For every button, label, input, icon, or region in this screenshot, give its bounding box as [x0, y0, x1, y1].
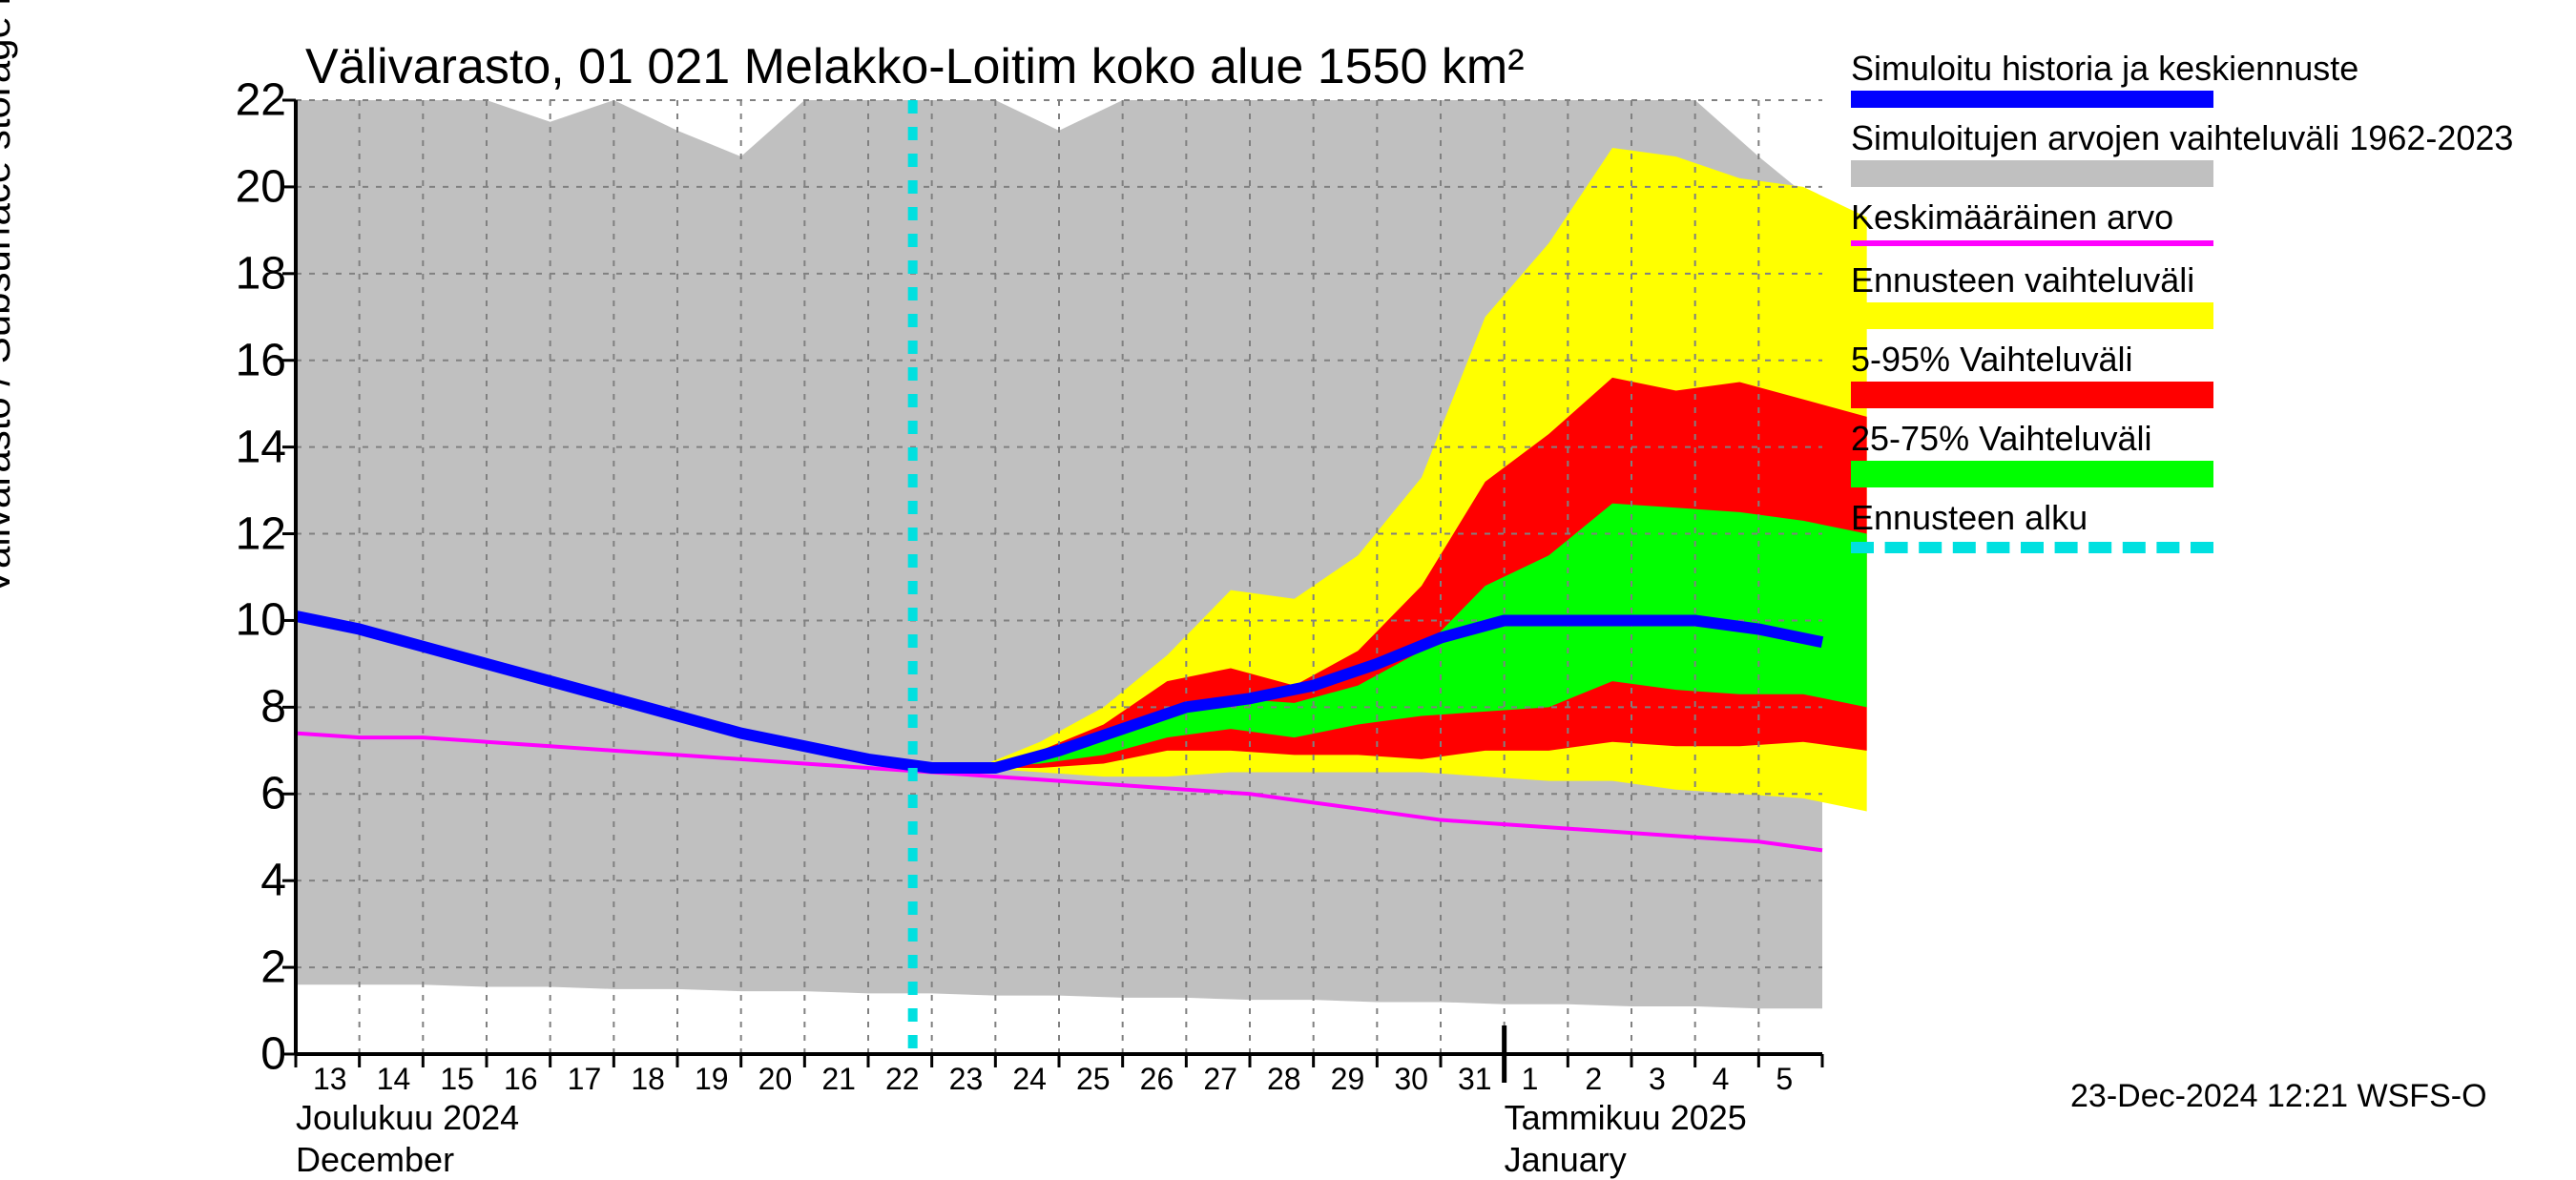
x-tick-label: 2 — [1585, 1062, 1602, 1097]
y-tick-label: 8 — [260, 681, 286, 734]
x-tick-label: 28 — [1267, 1062, 1301, 1097]
legend-text: Keskimääräinen arvo — [1851, 197, 2557, 238]
legend-swatch — [1851, 382, 2213, 408]
legend-item: Simuloitujen arvojen vaihteluväli 1962-2… — [1851, 117, 2557, 187]
legend-text: 25-75% Vaihteluväli — [1851, 418, 2557, 459]
x-tick-label: 3 — [1649, 1062, 1666, 1097]
y-tick-label: 20 — [236, 160, 286, 213]
legend-text: Ennusteen alku — [1851, 497, 2557, 538]
legend-item: 25-75% Vaihteluväli — [1851, 418, 2557, 487]
x-tick-label: 29 — [1331, 1062, 1365, 1097]
x-tick-label: 20 — [758, 1062, 793, 1097]
legend-swatch — [1851, 160, 2213, 187]
x-tick-label: 5 — [1776, 1062, 1793, 1097]
chart-title: Välivarasto, 01 021 Melakko-Loitim koko … — [305, 38, 1525, 95]
y-tick-label: 12 — [236, 507, 286, 560]
legend: Simuloitu historia ja keskiennuste Simulo… — [1851, 48, 2557, 574]
y-axis-label: Välivarasto / Subsurface storage mm — [0, 0, 19, 595]
plot-svg — [296, 100, 1822, 1054]
legend-text: 5-95% Vaihteluväli — [1851, 339, 2557, 380]
legend-item: 5-95% Vaihteluväli — [1851, 339, 2557, 408]
x-tick-label: 4 — [1713, 1062, 1730, 1097]
legend-swatch — [1851, 461, 2213, 487]
legend-swatch — [1851, 542, 2213, 565]
y-tick-label: 6 — [260, 768, 286, 820]
x-month-label-top: Joulukuu 2024 — [296, 1098, 519, 1138]
y-tick-label: 22 — [236, 74, 286, 127]
x-tick-label: 22 — [885, 1062, 920, 1097]
legend-swatch — [1851, 240, 2213, 246]
x-tick-label: 23 — [949, 1062, 984, 1097]
footer-timestamp: 23-Dec-2024 12:21 WSFS-O — [2070, 1078, 2487, 1115]
y-tick-label: 10 — [236, 594, 286, 647]
x-tick-label: 13 — [313, 1062, 347, 1097]
y-tick-label: 18 — [236, 247, 286, 300]
x-month-label-bottom: January — [1505, 1140, 1627, 1180]
x-tick-label: 19 — [695, 1062, 729, 1097]
x-tick-label: 25 — [1076, 1062, 1111, 1097]
plot-area: 0246810121416182022131415161718192021222… — [296, 100, 1822, 1054]
y-tick-label: 16 — [236, 334, 286, 386]
x-tick-label: 17 — [568, 1062, 602, 1097]
x-tick-label: 24 — [1012, 1062, 1047, 1097]
legend-swatch — [1851, 302, 2213, 329]
x-month-label-bottom: December — [296, 1140, 454, 1180]
x-tick-label: 1 — [1522, 1062, 1539, 1097]
y-tick-label: 4 — [260, 855, 286, 907]
legend-text: Ennusteen vaihteluväli — [1851, 259, 2557, 300]
legend-text: Simuloitu historia ja keskiennuste — [1851, 48, 2557, 89]
x-tick-label: 26 — [1140, 1062, 1174, 1097]
legend-text: Simuloitujen arvojen vaihteluväli 1962-2… — [1851, 117, 2557, 158]
x-tick-label: 15 — [440, 1062, 474, 1097]
legend-swatch — [1851, 91, 2213, 108]
x-tick-label: 14 — [377, 1062, 411, 1097]
y-tick-label: 2 — [260, 942, 286, 994]
legend-item: Ennusteen alku — [1851, 497, 2557, 565]
y-tick-label: 0 — [260, 1028, 286, 1081]
x-month-label-top: Tammikuu 2025 — [1505, 1098, 1747, 1138]
legend-item: Keskimääräinen arvo — [1851, 197, 2557, 245]
x-tick-label: 21 — [821, 1062, 856, 1097]
y-tick-label: 14 — [236, 421, 286, 473]
legend-item: Ennusteen vaihteluväli — [1851, 259, 2557, 329]
x-tick-label: 18 — [631, 1062, 665, 1097]
legend-item: Simuloitu historia ja keskiennuste — [1851, 48, 2557, 108]
chart-container: Välivarasto / Subsurface storage mm Väli… — [0, 0, 2576, 1145]
x-tick-label: 27 — [1203, 1062, 1237, 1097]
x-tick-label: 16 — [504, 1062, 538, 1097]
x-tick-label: 30 — [1394, 1062, 1428, 1097]
x-tick-label: 31 — [1458, 1062, 1492, 1097]
